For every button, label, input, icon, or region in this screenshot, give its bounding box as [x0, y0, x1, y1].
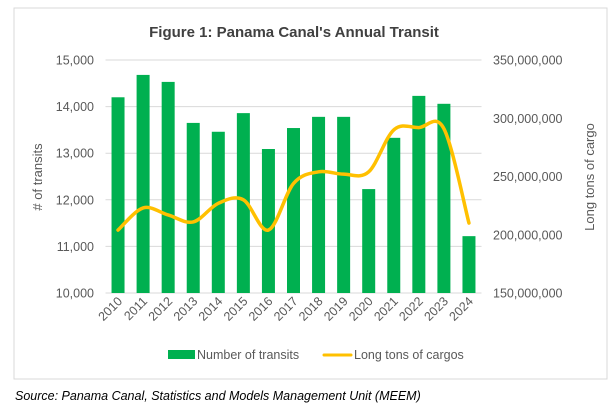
bar-2022 [412, 95, 426, 293]
bar-2011 [136, 74, 150, 293]
y-tick-label: 11,000 [57, 240, 94, 254]
line-series-cargo [116, 119, 471, 232]
y-tick-label: 12,000 [56, 193, 94, 207]
bar-2012 [161, 81, 175, 293]
source-note: Source: Panama Canal, Statistics and Mod… [15, 389, 421, 403]
y-tick-label: 14,000 [56, 100, 94, 114]
legend: Number of transits Long tons of cargos [168, 348, 464, 362]
bar-2021 [387, 137, 401, 293]
y2-axis-label: Long tons of cargo [582, 123, 597, 231]
chart-title: Figure 1: Panama Canal's Annual Transit [149, 24, 439, 41]
legend-label-transits: Number of transits [197, 348, 299, 362]
legend-label-cargo: Long tons of cargos [354, 348, 464, 362]
bar-2019 [337, 116, 351, 294]
y-axis-label: # of transits [30, 143, 45, 211]
bar-2014 [211, 131, 225, 293]
bar-2010 [111, 97, 125, 293]
bar-2018 [312, 116, 326, 294]
bar-2023 [437, 103, 451, 293]
y-tick-label: 13,000 [56, 147, 94, 161]
y-tick-label: 10,000 [56, 287, 94, 301]
bar-2015 [236, 113, 250, 294]
y2-tick-label: 300,000,000 [493, 112, 563, 126]
bar-2017 [287, 128, 300, 293]
y2-tick-label: 350,000,000 [493, 54, 563, 68]
bar-2013 [186, 122, 200, 293]
bar-2020 [362, 189, 376, 293]
bar-2024 [462, 236, 476, 293]
bar-2016 [261, 149, 275, 293]
y2-tick-label: 250,000,000 [493, 170, 563, 184]
y-tick-label: 15,000 [56, 54, 94, 68]
legend-swatch-transits [168, 350, 195, 359]
y2-tick-label: 150,000,000 [493, 287, 563, 301]
y2-tick-label: 200,000,000 [493, 228, 563, 242]
